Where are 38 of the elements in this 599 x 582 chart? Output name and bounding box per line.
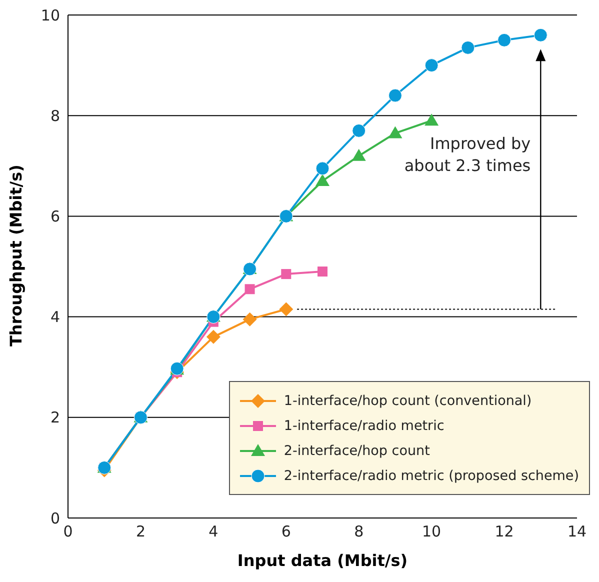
x-tick-label: 6 [281, 522, 291, 541]
point [534, 28, 548, 42]
point [424, 114, 439, 126]
legend-label: 1-interface/hop count (conventional) [284, 392, 532, 408]
point [316, 174, 330, 186]
point [244, 284, 255, 294]
point [461, 40, 475, 54]
y-tick-label: 2 [50, 408, 60, 427]
point [281, 269, 292, 280]
point [318, 266, 328, 277]
point [242, 312, 257, 326]
point [206, 330, 220, 344]
y-axis-title: Throughput (Mbit/s) [6, 164, 26, 346]
x-tick-label: 8 [354, 522, 364, 541]
point [279, 302, 294, 316]
legend-label: 2-interface/radio metric (proposed scheme) [284, 468, 579, 484]
point [352, 124, 366, 138]
x-tick-label: 10 [422, 522, 442, 541]
x-tick-label: 12 [494, 522, 514, 541]
point [498, 33, 512, 47]
legend-label: 2-interface/hop count [284, 442, 430, 458]
y-tick-label: 0 [50, 509, 60, 528]
x-tick-label: 4 [208, 522, 218, 541]
point [388, 88, 402, 102]
point [316, 162, 330, 176]
x-tick-label: 2 [136, 522, 146, 541]
annotation: Improved by about 2.3 times [404, 134, 531, 176]
x-axis-title: Input data (Mbit/s) [237, 551, 408, 570]
point [424, 58, 438, 72]
y-tick-label: 6 [50, 208, 60, 226]
y-tick-label: 10 [40, 6, 60, 24]
point [388, 126, 402, 138]
x-tick-label: 14 [567, 522, 587, 541]
point [352, 148, 366, 161]
y-tick-label: 4 [50, 308, 60, 326]
y-tick-label: 8 [50, 106, 60, 125]
legend-label: 1-interface/radio metric [284, 418, 444, 434]
x-tick-label: 0 [63, 522, 73, 541]
